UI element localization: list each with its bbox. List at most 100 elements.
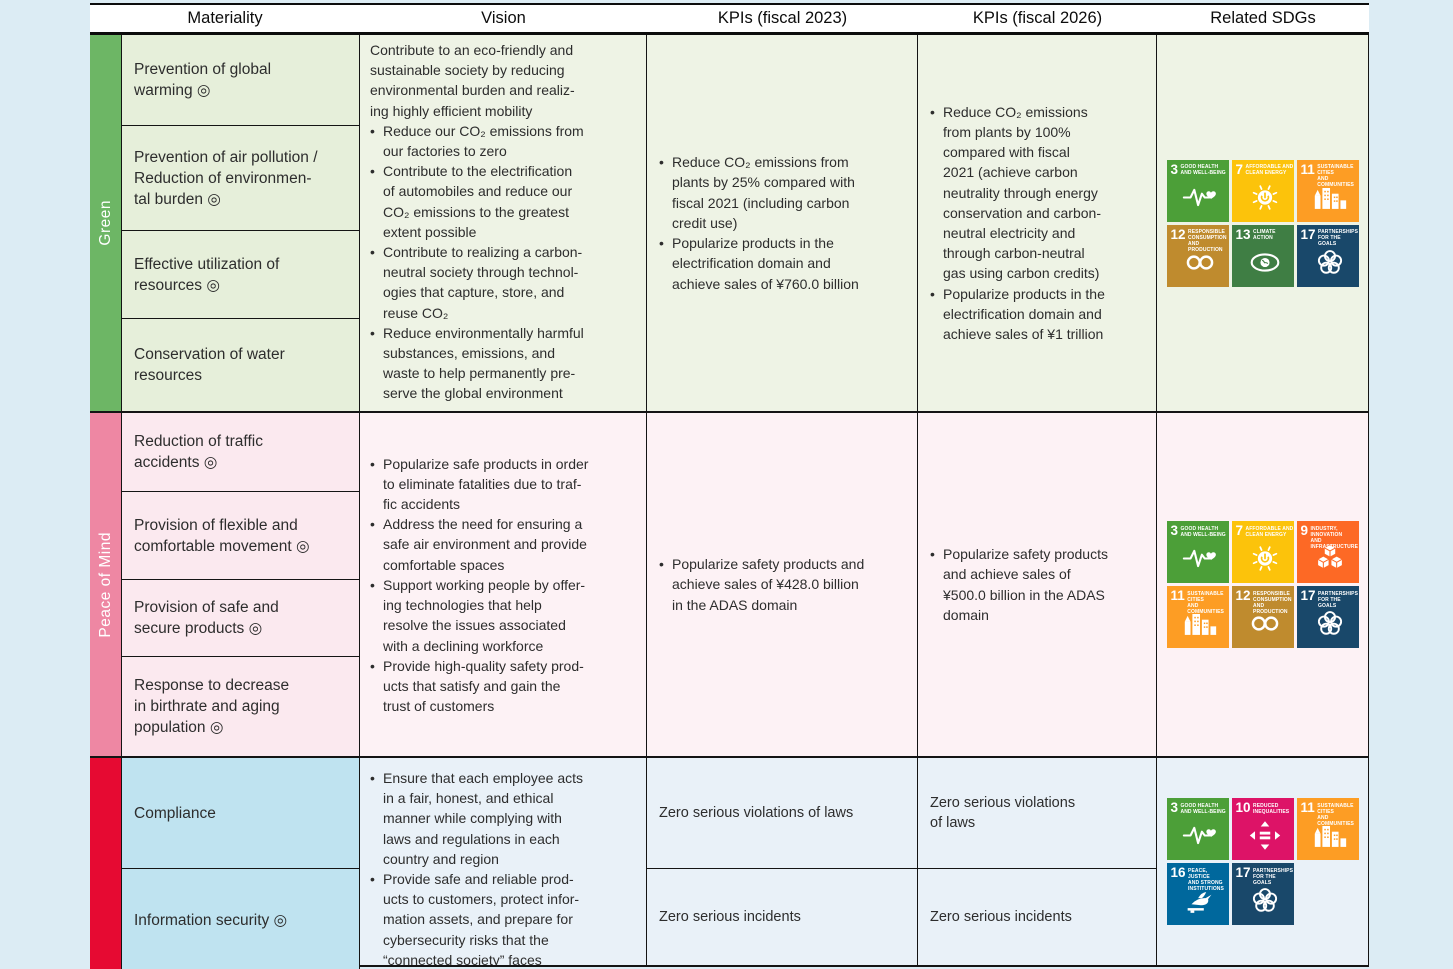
sdg-3-header: 3 GOOD HEALTH AND WELL-BEING: [1171, 524, 1229, 541]
bullet-item: • Popularize products in the electrificat…: [930, 284, 1150, 345]
sun-energy-icon: [1236, 542, 1294, 575]
sdg-11-number: 11: [1300, 161, 1315, 177]
materiality-label: Effective utilization of resources ◎: [134, 255, 280, 294]
buildings-icon: [1301, 181, 1359, 214]
bullet-item: • Contribute to realizing a carbon- neutr…: [370, 242, 638, 323]
sdg-12-tile: 12 RESPONSIBLE CONSUMPTION AND PRODUCTION: [1231, 586, 1294, 648]
section-peace: Peace of Mind Reduction of traffic accide…: [90, 413, 1369, 758]
partnership-circles-icon: [1301, 607, 1359, 640]
sdg-12-title: RESPONSIBLE CONSUMPTION AND PRODUCTION: [1188, 229, 1227, 253]
sdg-11-header: 11 SUSTAINABLE CITIES AND COMMUNITIES: [1301, 801, 1359, 826]
heartbeat-icon: [1171, 542, 1229, 575]
sdg-11-tile: 11 SUSTAINABLE CITIES AND COMMUNITIES: [1166, 586, 1229, 648]
materiality-label: Response to decrease in birthrate and ag…: [134, 677, 290, 736]
sdg-10-header: 10 REDUCED INEQUALITIES: [1236, 801, 1294, 818]
sdg-17-tile: 17 PARTNERSHIPS FOR THE GOALS: [1231, 863, 1294, 925]
bullet-marker: •: [370, 576, 375, 593]
sdg-9-number: 9: [1300, 523, 1309, 538]
bullet-text: Ensure that each employee acts in a fair…: [383, 770, 584, 867]
kpi2023-cell: Zero serious violations of laws: [647, 758, 918, 869]
bullet-list: • Ensure that each employee acts in a fai…: [370, 768, 638, 967]
sdg-17-title: PARTNERSHIPS FOR THE GOALS: [1318, 229, 1359, 247]
bullet-item: • Popularize safety products and achieve …: [659, 554, 911, 615]
sdg-12-tile: 12 RESPONSIBLE CONSUMPTION AND PRODUCTION: [1166, 224, 1229, 287]
sdg-icon-grid: 3 GOOD HEALTH AND WELL-BEING 7 AFFORDABLE A…: [1166, 521, 1359, 648]
partnership-circles-icon: [1236, 884, 1294, 917]
sdg-7-number: 7: [1235, 161, 1244, 177]
vision-intro-text: Contribute to an eco-friendly and sustai…: [370, 42, 575, 119]
sdg-17-title: PARTNERSHIPS FOR THE GOALS: [1318, 590, 1359, 609]
sdg-13-header: 13 CLIMATE ACTION: [1236, 227, 1294, 245]
bullet-text: Popularize safety products and achieve s…: [672, 556, 865, 613]
bullet-text: Reduce CO₂ emissions from plants by 25% …: [672, 154, 855, 231]
bullet-item: • Provide safe and reliable prod- ucts to…: [370, 869, 638, 967]
bullet-text: Provide safe and reliable prod- ucts to …: [383, 871, 580, 967]
category-label-green: Green: [96, 200, 114, 246]
bullet-marker: •: [930, 285, 935, 302]
kpi2026-cell: Zero serious violations of laws: [918, 758, 1157, 869]
col-header-kpi-2026: KPIs (fiscal 2026): [972, 9, 1103, 27]
sdg-11-header: 11 SUSTAINABLE CITIES AND COMMUNITIES: [1300, 161, 1359, 187]
table-body: Green Prevention of global warming ◎ Preve…: [90, 35, 1369, 969]
category-bar-peace: Peace of Mind: [90, 413, 122, 756]
kpi2026-value: Zero serious incidents: [930, 908, 1072, 925]
materiality-label: Reduction of traffic accidents ◎: [134, 433, 263, 471]
bullet-item: • Reduce CO₂ emissions from plants by 25%…: [659, 152, 911, 233]
bullet-item: • Reduce CO₂ emissions from plants by 100…: [930, 102, 1150, 284]
sdg-3-title: GOOD HEALTH AND WELL-BEING: [1180, 525, 1226, 538]
bullet-marker: •: [370, 657, 375, 674]
buildings-icon: [1171, 607, 1229, 640]
materiality-label: Conservation of water resources: [134, 346, 285, 384]
sdg-17-header: 17 PARTNERSHIPS FOR THE GOALS: [1235, 865, 1294, 886]
buildings-icon: [1301, 819, 1359, 852]
sdg-3-number: 3: [1170, 161, 1179, 177]
sdg-9-title: INDUSTRY, INNOVATION AND INFRASTRUCTURE: [1310, 525, 1359, 550]
kpi2026-value: Zero serious violations of laws: [930, 794, 1076, 831]
kpi2023-value: Zero serious incidents: [659, 908, 801, 925]
sdg-12-header: 12 RESPONSIBLE CONSUMPTION AND PRODUCTION: [1170, 226, 1229, 252]
infinity-icon: [1236, 607, 1294, 640]
related-sdgs-cell: 3 GOOD HEALTH AND WELL-BEING 7 AFFORDABLE A…: [1157, 35, 1369, 411]
bullet-marker: •: [370, 770, 375, 786]
materiality-cell: Response to decrease in birthrate and ag…: [122, 657, 360, 756]
section-green: Green Prevention of global warming ◎ Preve…: [90, 35, 1369, 413]
bullet-text: Reduce our CO₂ emissions from our factor…: [383, 122, 584, 160]
sdg-17-number: 17: [1235, 865, 1251, 880]
bullet-list: • Reduce CO₂ emissions from plants by 100…: [930, 102, 1150, 344]
sdg-17-title: PARTNERSHIPS FOR THE GOALS: [1253, 867, 1294, 886]
materiality-cell: Prevention of air pollution / Reduction …: [122, 126, 360, 231]
bullet-list: • Reduce our CO₂ emissions from our facto…: [370, 121, 638, 404]
bullet-marker: •: [659, 556, 664, 573]
sdg-17-number: 17: [1300, 588, 1316, 603]
bullet-text: Provide high-quality safety prod- ucts t…: [383, 657, 584, 715]
sdg-17-tile: 17 PARTNERSHIPS FOR THE GOALS: [1296, 224, 1359, 287]
materiality-cell: Compliance: [122, 758, 360, 869]
bullet-list: • Reduce CO₂ emissions from plants by 25%…: [659, 152, 911, 293]
col-header-related-sdgs: Related SDGs: [1210, 9, 1316, 27]
bullet-text: Support working people by offer- ing tec…: [383, 576, 586, 654]
bullet-marker: •: [930, 546, 935, 563]
sdg-12-number: 12: [1170, 226, 1186, 242]
bullet-text: Address the need for ensuring a safe air…: [383, 516, 587, 573]
heartbeat-icon: [1171, 819, 1229, 852]
sdg-11-title: SUSTAINABLE CITIES AND COMMUNITIES: [1187, 590, 1224, 615]
sdg-7-title: AFFORDABLE AND CLEAN ENERGY: [1245, 164, 1294, 176]
materiality-cell: Provision of safe and secure products ◎: [122, 580, 360, 657]
materiality-label: Compliance: [134, 804, 216, 822]
related-sdgs-cell: 3 GOOD HEALTH AND WELL-BEING 7 AFFORDABLE A…: [1157, 413, 1369, 756]
partnership-circles-icon: [1301, 246, 1359, 279]
sdg-3-header: 3 GOOD HEALTH AND WELL-BEING: [1170, 161, 1229, 180]
kpi2023-cell: • Popularize safety products and achieve …: [647, 413, 918, 756]
sdg-3-title: GOOD HEALTH AND WELL-BEING: [1180, 164, 1226, 176]
category-label-peace: Peace of Mind: [96, 531, 114, 638]
category-bar-green: Green: [90, 35, 122, 411]
sdg-12-title: RESPONSIBLE CONSUMPTION AND PRODUCTION: [1253, 590, 1292, 615]
sdg-icon-grid: 3 GOOD HEALTH AND WELL-BEING 10 REDUCED INE…: [1166, 798, 1359, 925]
vision-cell: • Ensure that each employee acts in a fai…: [360, 758, 647, 967]
bullet-marker: •: [370, 244, 375, 261]
sdg-3-number: 3: [1170, 523, 1179, 538]
sdg-3-tile: 3 GOOD HEALTH AND WELL-BEING: [1166, 521, 1229, 583]
bullet-item: • Reduce environmentally harmful substanc…: [370, 323, 638, 404]
bullet-marker: •: [370, 516, 375, 533]
related-sdgs-cell: 3 GOOD HEALTH AND WELL-BEING 10 REDUCED INE…: [1157, 758, 1369, 967]
